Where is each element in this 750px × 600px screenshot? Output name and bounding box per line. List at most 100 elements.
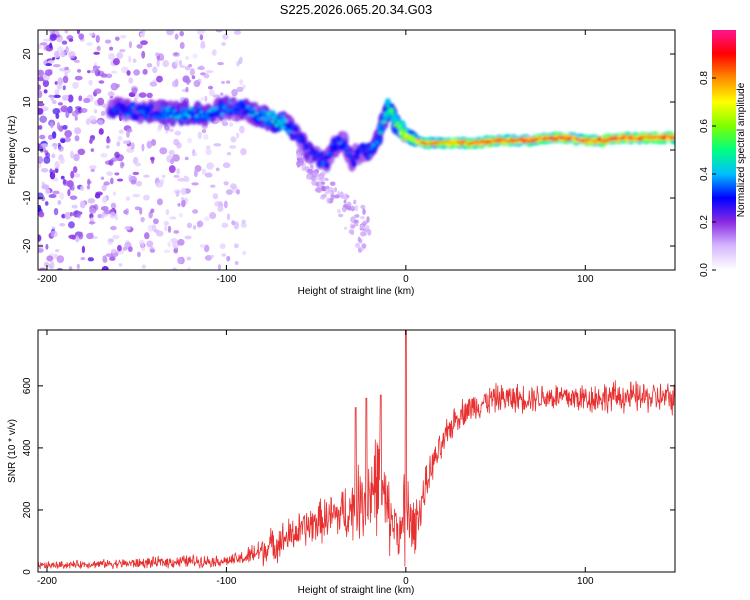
spectrogram-ridge-blob [497,140,502,143]
spectrogram-noise-blob [87,178,91,186]
spectrogram-noise-blob [186,256,192,261]
spectrogram-noise-blob [309,164,314,169]
spectrogram-y-ticks: -20 -10 0 10 20 [22,48,675,253]
spectrogram-noise-blob [86,232,94,240]
spectrogram-ridge-blob [357,150,362,154]
colorbar-tick-label: 0.4 [699,167,710,181]
spectrogram-noise-blob [122,140,131,144]
spectrogram-ridge-blob [520,139,525,142]
spectrogram-x-tick-label: 0 [403,274,409,285]
spectrogram-noise-blob [360,204,366,210]
spectrogram-ridge-blob [457,140,462,143]
spectrogram-noise-blob [169,216,177,220]
spectrogram-noise-blob [89,207,97,214]
spectrogram-noise-blob [112,57,120,66]
spectrogram-noise-blob [68,266,73,270]
spectrogram-ridge-blob [396,125,401,129]
spectrogram-noise-blob [362,243,367,249]
spectrogram-ridge-blob [296,137,301,142]
spectrogram-noise-blob [189,68,195,76]
spectrogram-noise-blob [108,159,114,166]
spectrogram-noise-blob [185,56,189,60]
spectrogram-ridge-blob [192,108,197,112]
spectrogram-noise-blob [138,92,147,98]
spectrogram-ridge-blob [671,137,675,140]
snr-x-tick-label: -200 [37,576,57,587]
spectrogram-noise-blob [199,243,206,249]
spectrogram-ridge-blob [256,117,261,121]
spectrogram-noise-blob [138,239,145,247]
spectrogram-noise-blob [150,208,155,213]
spectrogram-noise-blob [68,51,76,59]
spectrogram-ridge-blob [143,109,148,113]
spectrogram-ridge-blob [274,123,279,127]
spectrogram-noise-blob [207,85,214,90]
spectrogram-noise-blob [165,208,170,216]
spectrogram-noise-blob [54,81,58,85]
spectrogram-noise-blob [116,178,124,182]
spectrogram-noise-blob [180,187,187,196]
spectrogram-ridge-blob [132,104,137,108]
spectrogram-noise-blob [67,105,73,114]
spectrogram-ridge-blob [272,116,277,120]
spectrogram-noise-blob [360,216,365,220]
spectrogram-noise-blob [88,165,97,170]
spectrogram-ridge-blob [283,118,288,123]
spectrogram-ridge-blob [249,108,254,112]
spectrogram-ridge-blob [346,151,351,155]
spectrogram-noise-blob [193,152,198,156]
colorbar-tick-label: 0.2 [699,215,710,229]
spectrogram-noise-blob [73,59,80,63]
spectrogram-ridge-blob [610,138,615,141]
spectrogram-ridge-blob [316,154,320,158]
spectrogram-noise-blob [156,75,163,83]
spectrogram-noise-blob [146,63,153,68]
spectrogram-ridge-blob [269,111,274,115]
spectrogram-noise-blob [39,115,48,123]
spectrogram-noise-blob [105,138,111,144]
spectrogram-noise-blob [52,177,59,182]
spectrogram-ridge-blob [168,114,173,118]
spectrogram-noise-blob [44,188,51,195]
spectrogram-ridge-blob [181,109,186,113]
spectrogram-noise-blob [167,241,172,248]
spectrogram-noise-blob [59,157,65,164]
spectrogram-ridge-blob [421,141,426,144]
spectrogram-noise-blob [44,69,53,77]
spectrogram-ridge-blob [515,139,520,143]
spectrogram-ridge-blob [217,106,222,110]
spectrogram-noise-blob [321,193,327,198]
spectrogram-noise-blob [221,222,229,228]
spectrogram-noise-blob [220,92,224,96]
spectrogram-noise-blob [329,181,336,186]
spectrogram-noise-blob [163,220,170,226]
spectrogram-ridge-blob [170,112,175,116]
spectrogram-ridge-blob [276,119,281,123]
spectrogram-noise-blob [212,193,219,200]
spectrogram-noise-blob [179,30,184,37]
spectrogram-ridge-blob [601,140,606,143]
spectrogram-noise-blob [110,82,119,91]
spectrogram-noise-blob [57,200,62,205]
spectrogram-noise-blob [167,225,172,233]
spectrogram-noise-blob [38,84,41,91]
spectrogram-noise-blob [109,46,114,51]
colorbar-tick-label: 0.6 [699,119,710,133]
spectrogram-noise-blob [153,218,159,225]
spectrogram-noise-blob [108,52,115,60]
spectrogram-noise-blob [90,168,95,172]
spectrogram-noise-blob [125,196,131,201]
spectrogram-x-tick-label: 100 [577,274,594,285]
spectrogram-noise-blob [66,35,74,41]
spectrogram-noise-blob [217,206,224,212]
spectrogram-noise-blob [346,201,352,208]
spectrogram-ridge-blob [342,137,347,141]
spectrogram-noise-blob [105,144,110,149]
spectrogram-noise-blob [69,195,78,200]
spectrogram-noise-blob [219,243,226,250]
spectrogram-noise-blob [146,92,153,98]
spectrogram-noise-blob [338,213,344,218]
spectrogram-noise-blob [86,184,91,190]
spectrogram-y-tick-label: 0 [22,147,33,153]
spectrogram-noise-blob [236,132,240,139]
